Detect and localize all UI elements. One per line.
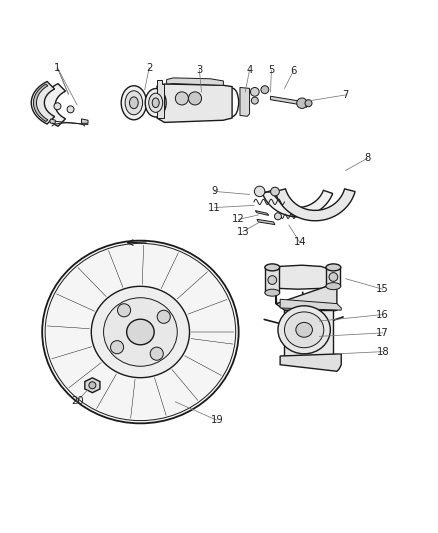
Ellipse shape — [91, 286, 190, 378]
Text: 20: 20 — [71, 396, 83, 406]
Ellipse shape — [278, 306, 330, 354]
Text: 7: 7 — [343, 90, 349, 100]
Circle shape — [188, 92, 201, 105]
Ellipse shape — [145, 88, 166, 117]
Ellipse shape — [42, 240, 239, 423]
Polygon shape — [276, 265, 327, 289]
Text: 16: 16 — [376, 310, 389, 319]
Text: 8: 8 — [364, 153, 371, 163]
Polygon shape — [271, 96, 302, 105]
Ellipse shape — [265, 289, 280, 296]
Circle shape — [150, 347, 163, 360]
Circle shape — [117, 304, 131, 317]
Circle shape — [329, 272, 338, 281]
Polygon shape — [42, 84, 66, 126]
Circle shape — [157, 310, 170, 324]
Polygon shape — [157, 84, 232, 123]
Polygon shape — [85, 378, 100, 393]
Circle shape — [271, 187, 279, 196]
Circle shape — [110, 341, 124, 354]
Text: 19: 19 — [210, 415, 223, 425]
Ellipse shape — [152, 98, 159, 108]
Circle shape — [89, 382, 96, 389]
Polygon shape — [265, 268, 279, 293]
Text: 3: 3 — [196, 65, 202, 75]
Ellipse shape — [130, 97, 138, 109]
Polygon shape — [280, 299, 341, 310]
Ellipse shape — [125, 91, 143, 115]
Ellipse shape — [265, 264, 280, 271]
Polygon shape — [262, 190, 333, 217]
Text: 13: 13 — [237, 227, 249, 237]
Circle shape — [305, 100, 312, 107]
Circle shape — [297, 98, 307, 108]
Polygon shape — [166, 78, 223, 85]
Circle shape — [175, 92, 188, 105]
Ellipse shape — [296, 322, 312, 337]
Polygon shape — [49, 119, 55, 123]
Text: 12: 12 — [232, 214, 245, 224]
Polygon shape — [157, 79, 164, 118]
Ellipse shape — [121, 86, 147, 120]
Polygon shape — [285, 310, 332, 358]
Text: 14: 14 — [293, 238, 306, 247]
Polygon shape — [280, 354, 341, 372]
Polygon shape — [33, 84, 48, 122]
Circle shape — [67, 106, 74, 113]
Ellipse shape — [103, 298, 177, 366]
Circle shape — [54, 103, 61, 110]
Circle shape — [261, 86, 269, 94]
Ellipse shape — [127, 319, 154, 345]
Polygon shape — [276, 286, 337, 312]
Text: 5: 5 — [268, 65, 275, 75]
Text: 17: 17 — [376, 328, 389, 338]
Circle shape — [251, 97, 258, 104]
Text: 4: 4 — [247, 65, 253, 75]
Text: 1: 1 — [54, 63, 60, 73]
Ellipse shape — [149, 93, 162, 112]
Text: 11: 11 — [208, 203, 221, 213]
Text: 2: 2 — [146, 63, 152, 73]
Text: 18: 18 — [376, 346, 389, 357]
Text: 9: 9 — [212, 187, 218, 196]
Polygon shape — [240, 87, 250, 116]
Circle shape — [251, 87, 259, 96]
Polygon shape — [31, 82, 55, 124]
Circle shape — [254, 186, 265, 197]
Polygon shape — [255, 211, 269, 215]
Text: 15: 15 — [376, 284, 389, 294]
Polygon shape — [326, 268, 340, 286]
Ellipse shape — [285, 312, 324, 348]
Ellipse shape — [326, 282, 341, 289]
Polygon shape — [81, 119, 88, 123]
Text: 6: 6 — [290, 66, 297, 76]
Polygon shape — [275, 189, 355, 221]
Ellipse shape — [326, 264, 341, 271]
Polygon shape — [257, 220, 275, 224]
Circle shape — [275, 213, 282, 220]
Circle shape — [268, 276, 277, 285]
